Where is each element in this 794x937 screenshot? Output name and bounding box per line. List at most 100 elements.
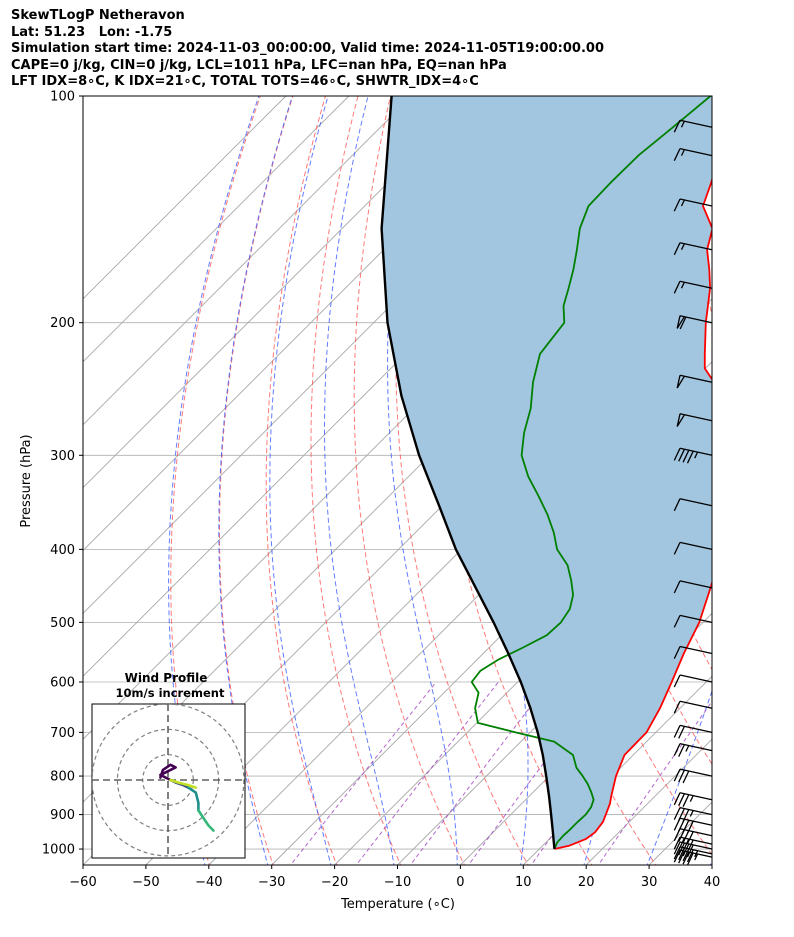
isotherm <box>83 96 287 300</box>
moist-adiabat <box>324 96 395 865</box>
wind-barb <box>673 645 713 659</box>
mixing-ratio-line <box>597 700 712 865</box>
wind-barb <box>673 498 713 512</box>
wind-barb <box>673 119 713 133</box>
parcel-profile-line <box>380 96 556 850</box>
isotherm <box>83 96 413 426</box>
y-axis-label: Pressure (hPa) <box>19 434 34 527</box>
wind-barb <box>673 447 713 464</box>
moist-adiabat <box>646 689 712 865</box>
isotherm <box>397 549 712 865</box>
wind-barb <box>673 198 713 212</box>
dewpoint-line <box>470 96 712 850</box>
wind-barb <box>673 724 713 739</box>
x-tick-label: −60 <box>69 875 96 890</box>
y-tick-label: 700 <box>50 726 75 741</box>
x-tick-label: −20 <box>321 875 348 890</box>
y-tick-label: 800 <box>50 770 75 785</box>
moist-adiabat <box>168 96 260 865</box>
wind-barb <box>673 768 713 784</box>
moist-adiabat <box>218 96 293 865</box>
time-line: Simulation start time: 2024-11-03_00:00:… <box>11 41 604 56</box>
isotherm <box>334 486 712 865</box>
wind-barb <box>676 374 713 389</box>
location-line: Lat: 51.23 Lon: -1.75 <box>11 24 173 40</box>
hodograph-trace <box>186 786 200 812</box>
wind-barb <box>673 541 713 555</box>
temperature-line <box>554 176 712 850</box>
profile-lines <box>380 96 712 850</box>
y-tick-label: 1000 <box>42 843 75 858</box>
wind-barb <box>673 792 713 807</box>
dry-adiabat <box>265 96 338 865</box>
wind-barb <box>673 846 713 863</box>
chart-header: SkewTLogP Netheravon Lat: 51.23 Lon: -1.… <box>11 8 604 91</box>
wind-barb <box>673 580 713 594</box>
mixing-ratio-line <box>409 681 550 865</box>
mixing-ratio-line <box>289 681 437 865</box>
hodograph-trace <box>159 763 177 782</box>
wind-barb <box>673 806 713 822</box>
x-tick-label: −30 <box>258 875 285 890</box>
y-tick-label: 900 <box>50 808 75 823</box>
x-axis-label: Temperature (∘C) <box>340 897 455 912</box>
hodograph-title: Wind Profile <box>125 671 208 685</box>
y-tick-label: 100 <box>50 90 75 105</box>
isotherm <box>775 96 794 865</box>
wind-barb <box>673 614 713 628</box>
x-tick-label: −10 <box>384 875 411 890</box>
chart-title: SkewTLogP Netheravon <box>11 8 185 23</box>
y-tick-label: 400 <box>50 543 75 558</box>
y-tick-label: 300 <box>50 449 75 464</box>
hodograph-trace <box>197 809 215 832</box>
isotherm <box>83 96 475 489</box>
wind-barb <box>676 315 713 330</box>
dry-adiabat <box>511 96 712 856</box>
dry-adiabat <box>219 96 294 865</box>
moist-adiabat <box>709 860 712 865</box>
wind-barb <box>673 836 713 853</box>
isotherm <box>522 675 712 865</box>
wind-barb <box>673 841 713 858</box>
wind-barb <box>673 242 713 256</box>
dry-adiabat <box>780 79 794 868</box>
y-tick-label: 600 <box>50 675 75 690</box>
dry-adiabat <box>395 96 529 865</box>
isotherm <box>711 864 712 865</box>
x-tick-label: 20 <box>578 875 595 890</box>
wind-barb <box>673 674 713 688</box>
x-tick-label: 40 <box>704 875 721 890</box>
hodograph-trace <box>169 778 198 789</box>
x-tick-label: −40 <box>195 875 222 890</box>
dry-adiabat <box>353 96 465 865</box>
wind-barbs <box>673 119 713 866</box>
x-tick-label: 10 <box>515 875 532 890</box>
cin-shading <box>381 96 712 849</box>
indices-line-1: CAPE=0 j/kg, CIN=0 j/kg, LCL=1011 hPa, L… <box>11 57 507 73</box>
dry-adiabat <box>748 79 794 868</box>
indices-line-2: LFT IDX=8∘C, K IDX=21∘C, TOTAL TOTS=46∘C… <box>11 74 479 89</box>
y-tick-label: 200 <box>50 316 75 331</box>
wind-hodograph: Wind Profile 10m/s increment <box>91 671 246 859</box>
wind-barb <box>673 280 713 294</box>
wind-barb <box>676 413 713 427</box>
moist-adiabat <box>387 96 458 865</box>
wind-barb <box>673 700 713 714</box>
hodograph-subtitle: 10m/s increment <box>116 686 225 700</box>
wind-barb <box>673 828 713 844</box>
dry-adiabat <box>715 79 794 868</box>
x-tick-label: 0 <box>456 875 464 890</box>
x-tick-label: 30 <box>641 875 658 890</box>
moist-adiabat <box>269 96 332 865</box>
dry-adiabat <box>170 96 261 865</box>
dry-adiabat <box>310 96 402 865</box>
x-tick-label: −50 <box>132 875 159 890</box>
y-tick-label: 500 <box>50 616 75 631</box>
mixing-ratio-line <box>355 681 499 865</box>
wind-barb <box>673 742 713 757</box>
wind-barb <box>673 817 713 834</box>
wind-barb <box>673 147 713 161</box>
cape-cin-shading <box>381 96 712 849</box>
